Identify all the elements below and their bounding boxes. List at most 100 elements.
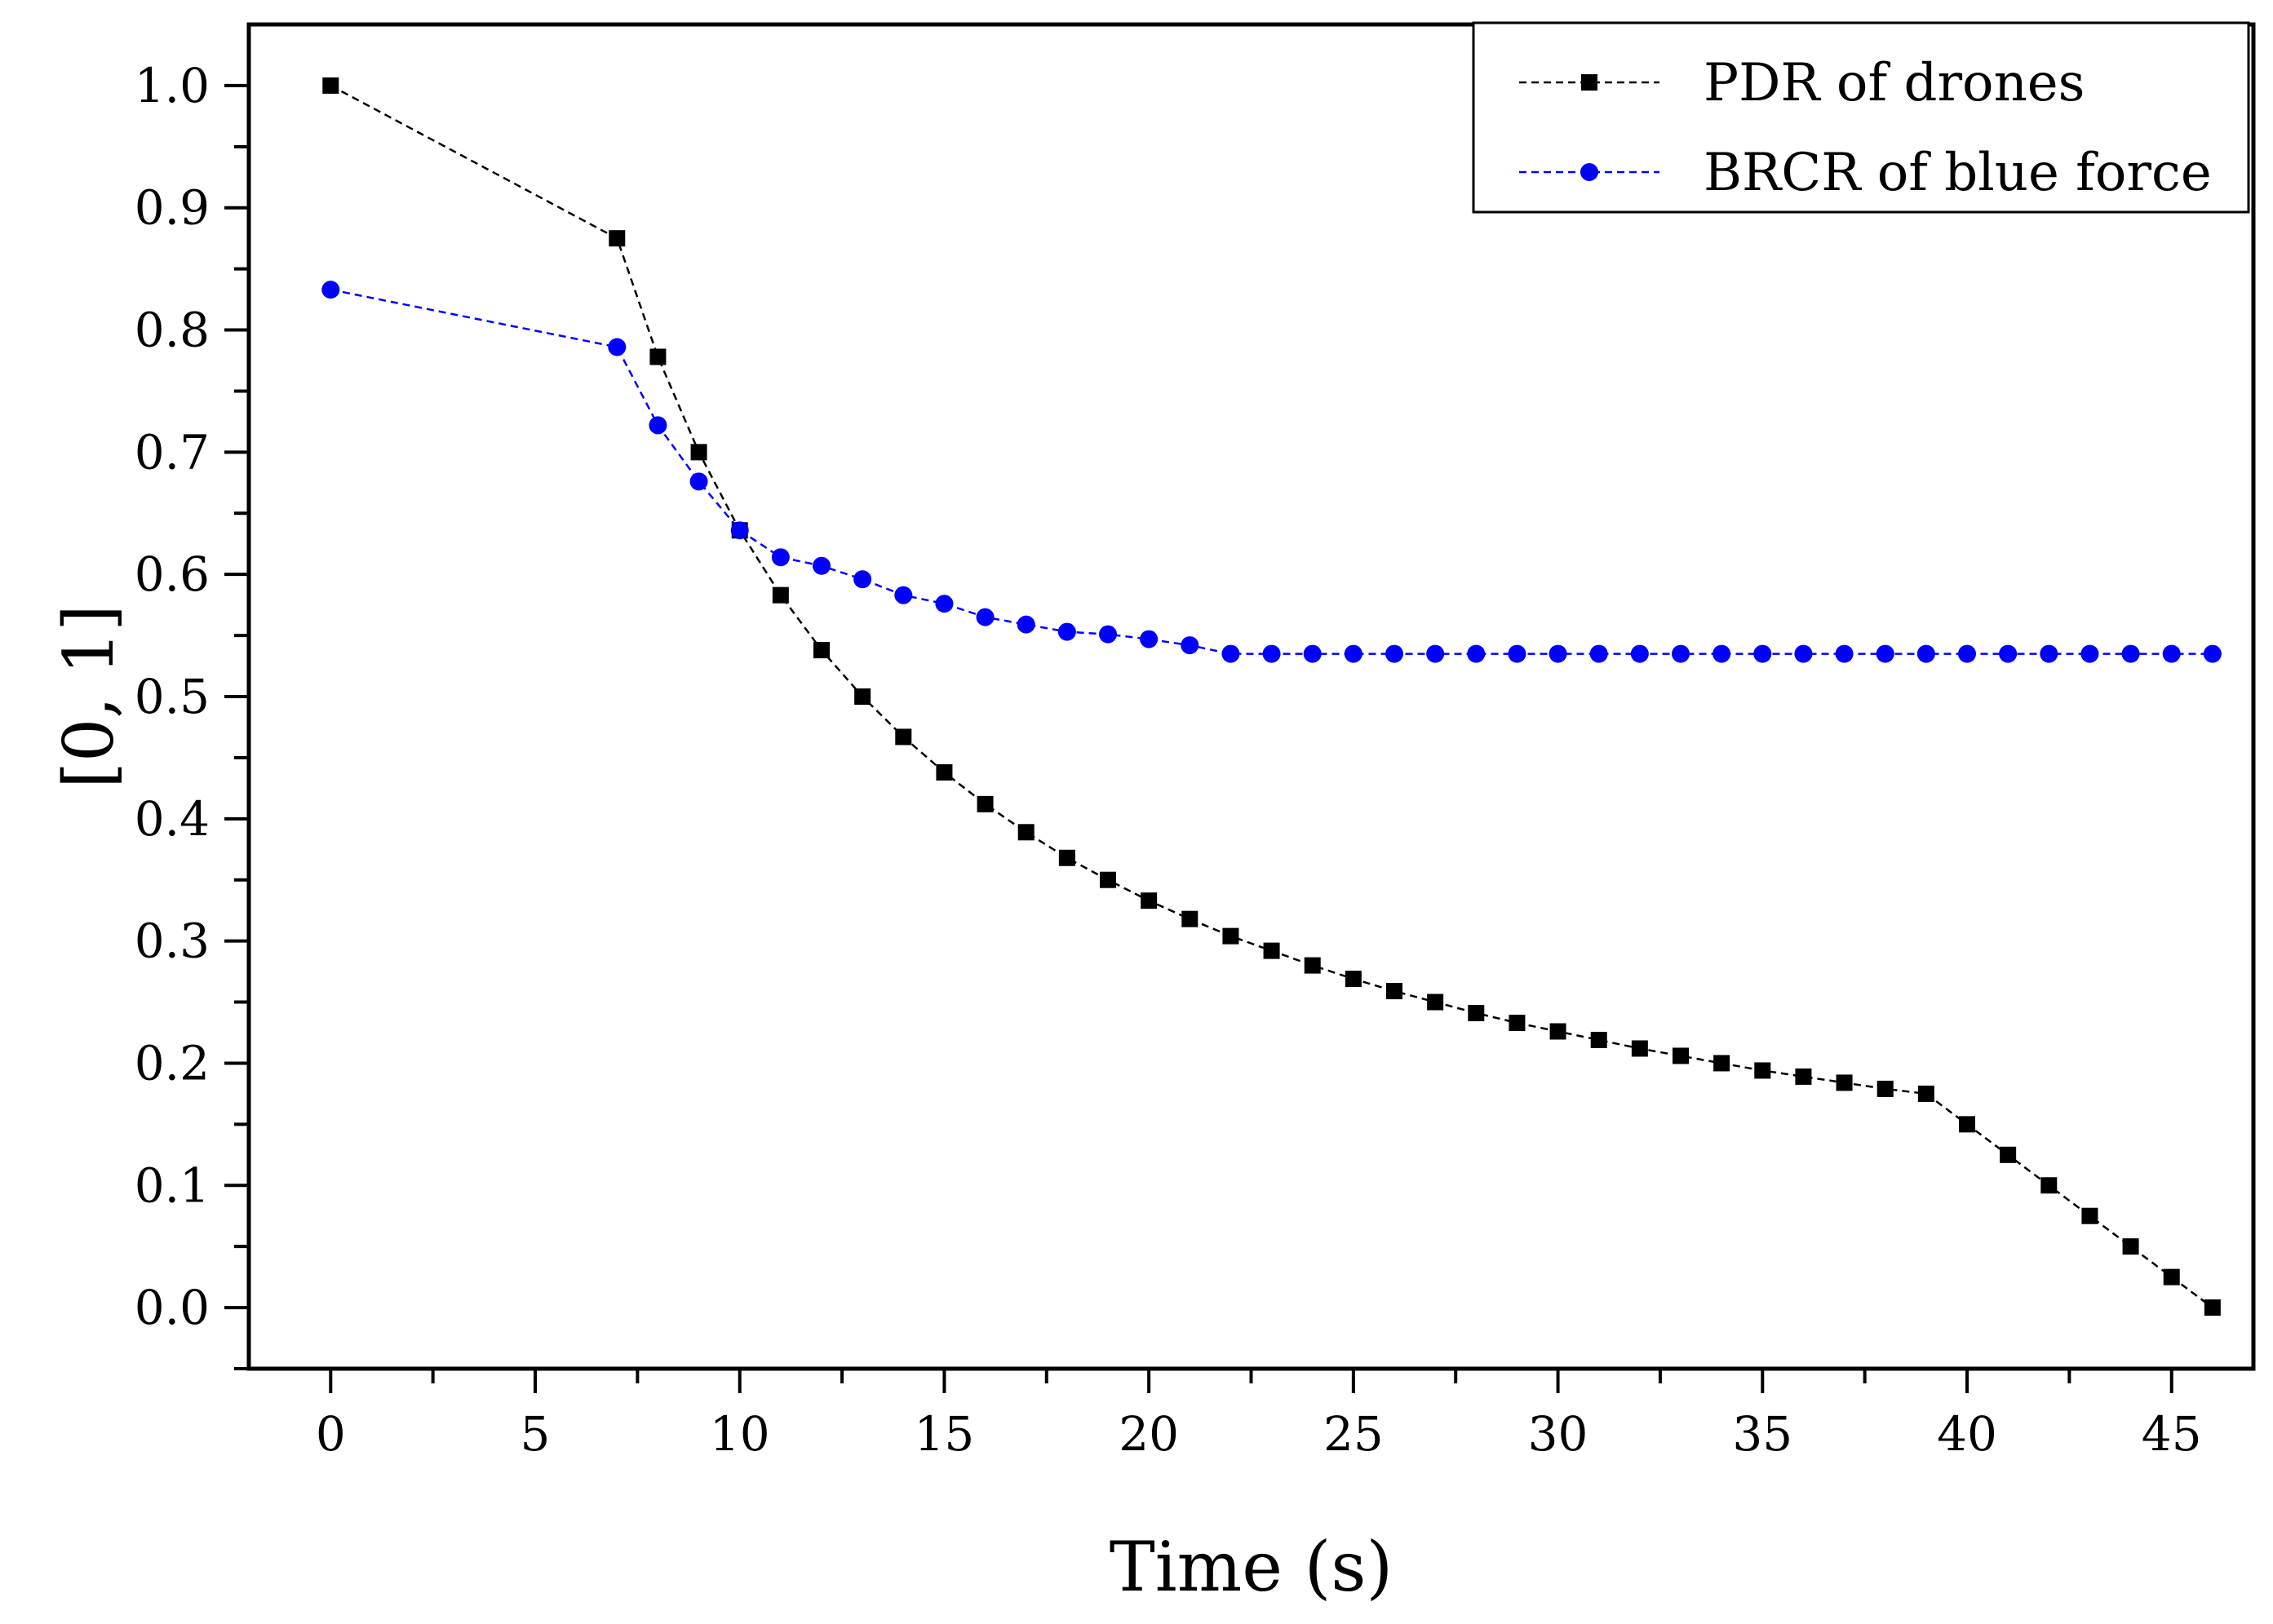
axes-layer	[246, 22, 2256, 1371]
data-point	[2121, 644, 2140, 663]
data-point	[1959, 1116, 1975, 1133]
data-point	[1916, 644, 1935, 663]
data-point	[2162, 644, 2181, 663]
x-tick-label: 20	[1119, 1406, 1179, 1462]
series-1	[321, 281, 2222, 663]
legend-entries: PDR of drones BRCR of blue force	[1519, 53, 2212, 203]
data-point	[894, 586, 913, 604]
data-point	[1221, 644, 1240, 663]
series-layer	[321, 77, 2222, 1316]
data-point	[1100, 871, 1116, 888]
data-point	[1713, 1055, 1730, 1072]
series-0	[322, 77, 2221, 1316]
data-point	[2163, 1268, 2180, 1285]
y-tick-label: 0.5	[135, 669, 210, 724]
data-point	[936, 763, 953, 781]
data-point	[1263, 942, 1280, 959]
data-point	[1835, 644, 1854, 663]
x-tick-label: 30	[1528, 1406, 1588, 1462]
data-point	[2122, 1238, 2139, 1255]
data-point	[1509, 1015, 1526, 1032]
data-point	[2040, 644, 2058, 663]
data-point	[1345, 971, 1362, 988]
data-point	[1017, 824, 1035, 841]
data-point	[1099, 625, 1117, 644]
data-point	[1181, 636, 1199, 655]
legend-label: BRCR of blue force	[1704, 143, 2212, 203]
y-tick-label: 0.0	[135, 1280, 210, 1335]
data-point	[1917, 1085, 1934, 1102]
data-point	[977, 795, 994, 812]
y-tick-label: 0.6	[135, 546, 210, 602]
data-point	[771, 548, 790, 567]
x-tick-label: 40	[1937, 1406, 1997, 1462]
data-point	[2203, 644, 2222, 663]
y-tick-label: 0.7	[135, 424, 210, 480]
x-axis-title: Time (s)	[1110, 1527, 1393, 1607]
data-point	[1262, 644, 1281, 663]
data-point	[2000, 1146, 2017, 1163]
data-point	[1958, 644, 1976, 663]
data-point	[2040, 1177, 2058, 1194]
data-point	[854, 688, 871, 705]
data-point	[1795, 1068, 1812, 1085]
data-point	[1672, 644, 1690, 663]
data-point	[1794, 644, 1813, 663]
data-point	[609, 230, 626, 247]
data-point	[853, 570, 872, 589]
data-point	[1549, 644, 1567, 663]
x-tick-label: 10	[710, 1406, 770, 1462]
x-tick-label: 45	[2142, 1406, 2202, 1462]
y-axis-title: [0, 1]	[49, 604, 129, 789]
data-point	[772, 586, 789, 604]
data-point	[2081, 1207, 2098, 1224]
data-point	[1344, 644, 1362, 663]
data-point	[1753, 644, 1772, 663]
data-point	[935, 595, 954, 613]
data-point	[1630, 644, 1649, 663]
data-point	[1017, 615, 1035, 634]
data-point	[1140, 630, 1159, 648]
data-point	[649, 416, 667, 435]
data-point	[2204, 1299, 2221, 1316]
data-point	[608, 338, 627, 356]
x-tick-label: 15	[915, 1406, 975, 1462]
legend-marker	[1580, 163, 1598, 181]
legend-label: PDR of drones	[1704, 53, 2085, 113]
y-tick-label: 0.2	[135, 1035, 210, 1091]
x-tick-label: 25	[1323, 1406, 1384, 1462]
x-tick-label: 35	[1732, 1406, 1792, 1462]
legend-entry: PDR of drones	[1519, 53, 2085, 113]
data-point	[1426, 644, 1445, 663]
y-tick-label: 0.1	[135, 1157, 210, 1213]
data-point	[1057, 622, 1076, 641]
data-point	[976, 608, 995, 626]
data-point	[1999, 644, 2018, 663]
data-point	[689, 472, 708, 491]
data-point	[1876, 644, 1894, 663]
data-point	[1876, 1080, 1894, 1097]
data-point	[2080, 644, 2099, 663]
data-point	[1589, 644, 1608, 663]
data-point	[690, 444, 707, 461]
data-point	[730, 521, 749, 540]
data-point	[1468, 1005, 1485, 1022]
data-point	[1713, 644, 1731, 663]
legend: PDR of drones BRCR of blue force	[1472, 21, 2250, 214]
data-point	[813, 556, 831, 575]
data-point	[1141, 892, 1158, 909]
legend-marker	[1581, 74, 1597, 91]
data-point	[1304, 957, 1321, 974]
data-point	[895, 728, 912, 746]
data-point	[1058, 849, 1075, 866]
data-point	[1385, 644, 1403, 663]
y-tick-label: 0.9	[135, 180, 210, 236]
data-point	[1181, 910, 1199, 927]
legend-entry: BRCR of blue force	[1519, 143, 2212, 203]
data-point	[813, 642, 830, 659]
plot-frame	[246, 22, 2256, 1371]
y-tick-label: 0.3	[135, 914, 210, 969]
data-point	[1590, 1031, 1607, 1048]
